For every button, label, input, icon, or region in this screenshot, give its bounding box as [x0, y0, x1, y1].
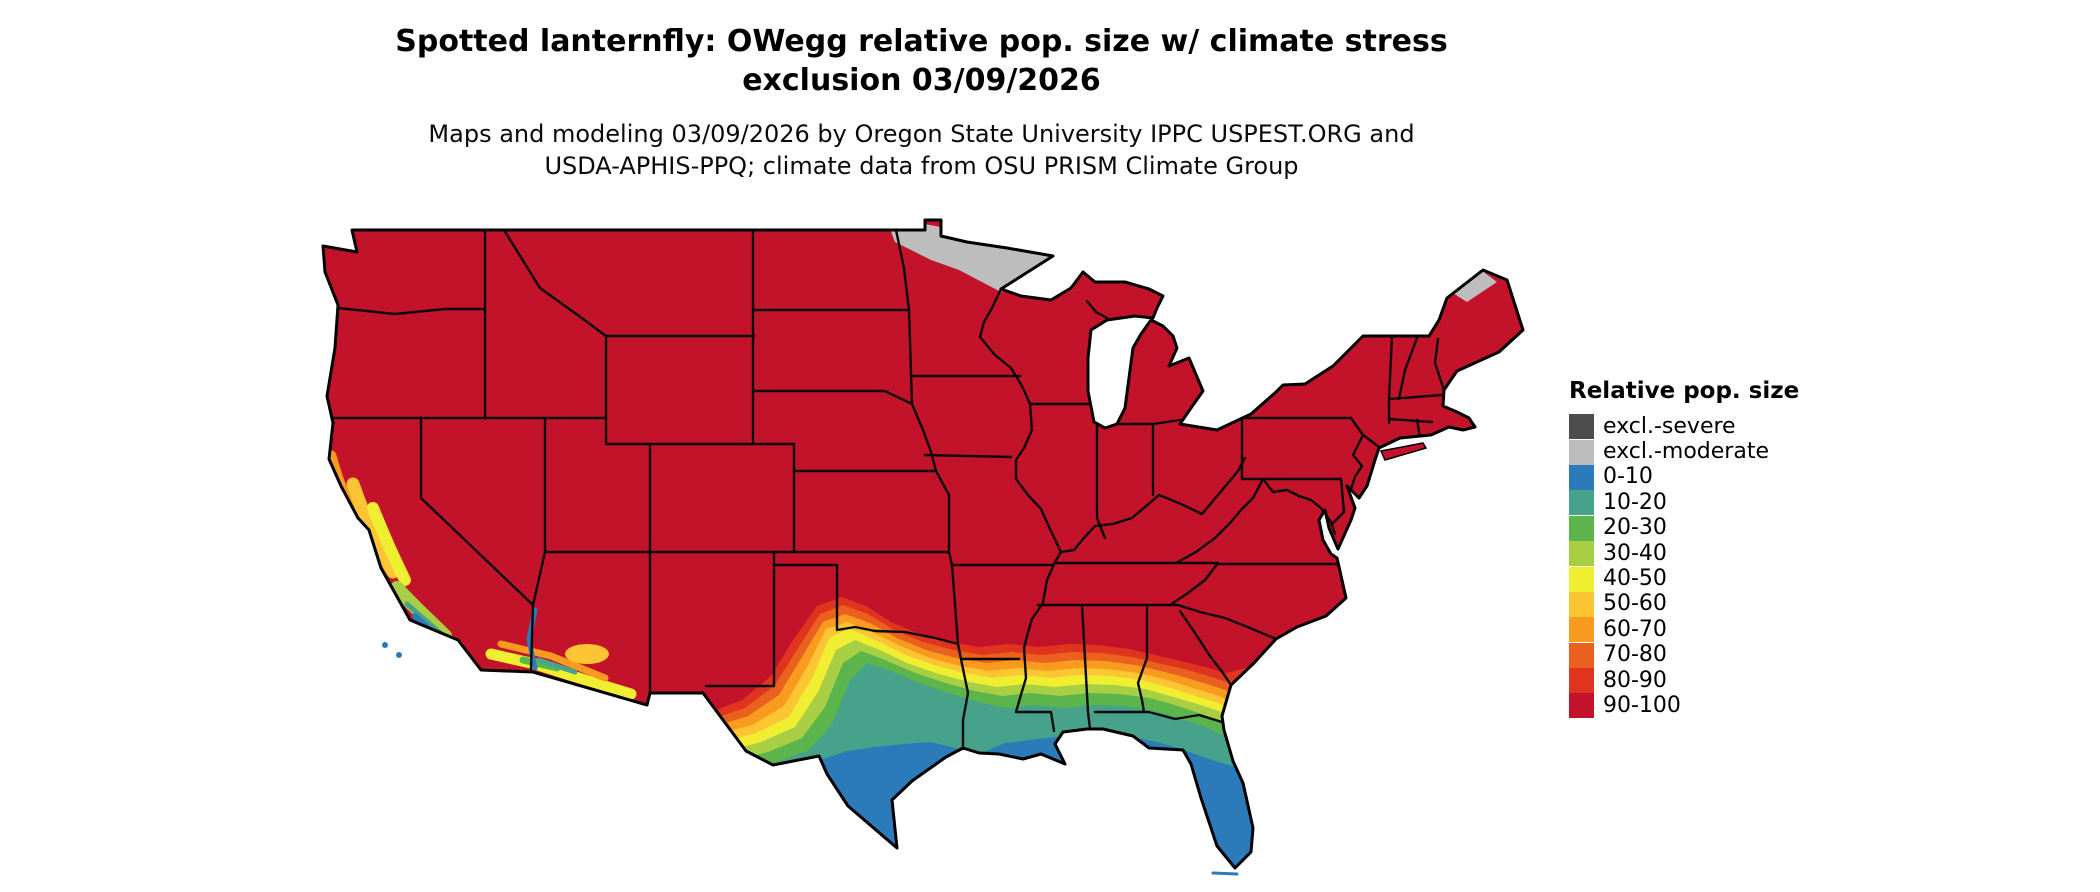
state-borders [326, 228, 1446, 750]
legend-swatch [1569, 541, 1594, 567]
legend: Relative pop. size excl.-severe excl.-mod… [1569, 378, 1799, 719]
arizona-strip-10-20 [536, 657, 578, 675]
legend-label: 70-80 [1603, 642, 1667, 668]
legend-items: excl.-severe excl.-moderate 0-10 10-20 20-30… [1569, 414, 1799, 719]
state-borders-layer [326, 228, 1446, 750]
legend-row: excl.-moderate [1569, 439, 1799, 465]
legend-label: 10-20 [1603, 489, 1667, 515]
long-island [1379, 442, 1428, 461]
legend-row: 40-50 [1569, 566, 1799, 592]
minnesota-exclusion-moderate [885, 220, 1065, 292]
maine-exclusion-moderate [1445, 270, 1497, 302]
legend-swatch [1569, 693, 1594, 719]
legend-row: 60-70 [1569, 616, 1799, 643]
legend-row: 20-30 [1569, 515, 1799, 541]
legend-swatch [1569, 566, 1594, 592]
legend-row: 50-60 [1569, 591, 1799, 617]
legend-label: excl.-severe [1603, 413, 1736, 439]
legend-label: 60-70 [1603, 616, 1667, 642]
arizona-border-strip-60-70 [497, 640, 609, 682]
legend-row: 10-20 [1569, 489, 1799, 516]
florida-keys-strip [1211, 871, 1239, 876]
us-map-container [295, 208, 1535, 884]
phoenix-pocket-50-60 [565, 644, 609, 664]
california-coast-strip-50-60 [346, 477, 400, 579]
legend-swatch [1569, 490, 1594, 516]
channel-island-dot [382, 642, 388, 648]
page-title: Spotted lanternfly: OWegg relative pop. … [395, 24, 1448, 98]
legend-swatch [1569, 515, 1594, 541]
legend-row: 90-100 [1569, 692, 1799, 719]
legend-swatch [1569, 464, 1594, 490]
us-map-figure [321, 218, 1525, 876]
band-0-10 [715, 734, 1523, 868]
channel-island-dot [396, 652, 402, 658]
legend-label: 0-10 [1603, 464, 1653, 490]
legend-swatch [1569, 439, 1594, 465]
legend-label: 40-50 [1603, 566, 1667, 592]
legend-label: 20-30 [1603, 515, 1667, 541]
legend-swatch [1569, 642, 1594, 668]
legend-swatch [1569, 414, 1594, 440]
legend-label: 80-90 [1603, 667, 1667, 693]
legend-row: excl.-severe [1569, 413, 1799, 440]
legend-label: excl.-moderate [1603, 439, 1769, 465]
legend-swatch [1569, 668, 1594, 694]
legend-row: 80-90 [1569, 667, 1799, 694]
legend-label: 90-100 [1603, 692, 1681, 718]
page-subtitle: Maps and modeling 03/09/2026 by Oregon S… [428, 120, 1415, 181]
legend-swatch [1569, 617, 1594, 643]
legend-row: 0-10 [1569, 464, 1799, 490]
legend-title: Relative pop. size [1569, 378, 1800, 404]
legend-label: 50-60 [1603, 591, 1667, 617]
us-outline [321, 218, 1525, 870]
california-valley-strip-40-50 [367, 502, 411, 586]
legend-swatch [1569, 591, 1594, 617]
legend-label: 30-40 [1603, 540, 1667, 566]
arizona-border-strip-40-50 [485, 648, 637, 700]
legend-row: 70-80 [1569, 642, 1799, 668]
legend-row: 30-40 [1569, 540, 1799, 567]
